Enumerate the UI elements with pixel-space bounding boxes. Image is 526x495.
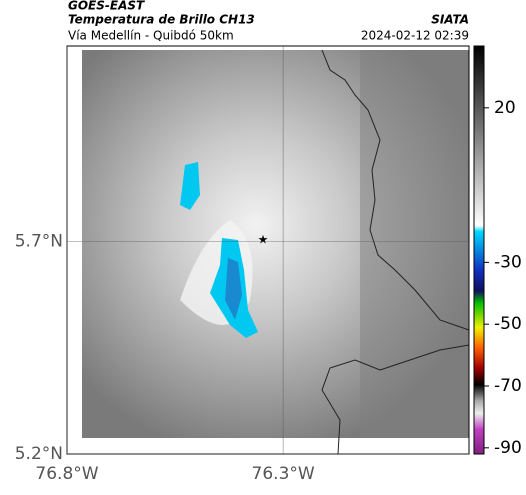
colorbar-tick-label: -50 (494, 314, 522, 334)
title: GOES-EAST (68, 0, 145, 13)
lat-tick-label: 5.7°N (15, 232, 63, 252)
colorbar-tick-label: 20 (494, 98, 516, 118)
satellite-image (82, 50, 469, 438)
lat-tick-label: 5.2°N (15, 444, 63, 464)
city-marker: ★ (258, 233, 269, 247)
route: Vía Medellín - Quibdó 50km (68, 29, 234, 43)
borders (321, 49, 470, 455)
lon-tick-label: 76.8°W (35, 464, 98, 484)
colorbar-tick-label: -70 (494, 376, 522, 396)
colorbar-tick-label: -90 (494, 438, 522, 458)
subtitle: Temperatura de Brillo CH13 (68, 13, 255, 27)
colorbar-tick-label: -30 (494, 252, 522, 272)
timestamp: 2024-02-12 02:39 (361, 29, 469, 43)
colorbar (473, 45, 485, 455)
source: SIATA (431, 13, 469, 27)
lon-tick-label: 76.3°W (252, 464, 315, 484)
